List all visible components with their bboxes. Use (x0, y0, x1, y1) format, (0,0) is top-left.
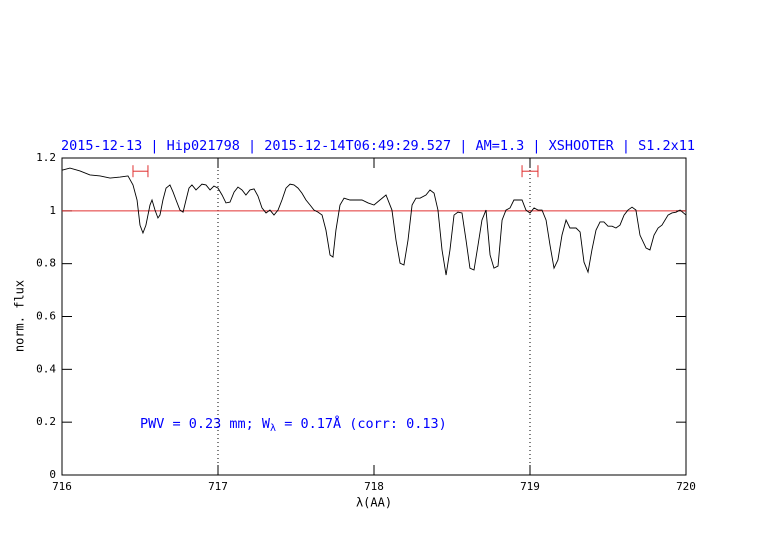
x-tick-label: 719 (520, 480, 540, 493)
annotation-text: PWV = 0.23 mm; W (140, 416, 271, 432)
x-tick-label: 720 (676, 480, 696, 493)
y-tick-label: 0.8 (36, 257, 56, 270)
y-tick-label: 0.2 (36, 415, 56, 428)
x-tick-label: 717 (208, 480, 228, 493)
x-tick-label: 716 (52, 480, 72, 493)
annotation: PWV = 0.23 mm; Wλ = 0.17Å (corr: 0.13) (140, 415, 447, 434)
y-tick-label: 0 (49, 468, 56, 481)
y-axis-label: norm. flux (13, 280, 27, 352)
y-tick-label: 1.2 (36, 151, 56, 164)
chart-title: 2015-12-13 | Hip021798 | 2015-12-14T06:4… (61, 138, 695, 154)
y-tick-label: 1 (49, 204, 56, 217)
y-tick-label: 0.6 (36, 310, 56, 323)
spectrum-line (61, 167, 687, 276)
y-tick-label: 0.4 (36, 362, 56, 375)
annotation-subscript: λ (270, 423, 276, 434)
x-axis-label: λ(AA) (356, 496, 392, 510)
annotation-after: = 0.17Å (corr: 0.13) (276, 415, 447, 432)
x-tick-label: 718 (364, 480, 384, 493)
